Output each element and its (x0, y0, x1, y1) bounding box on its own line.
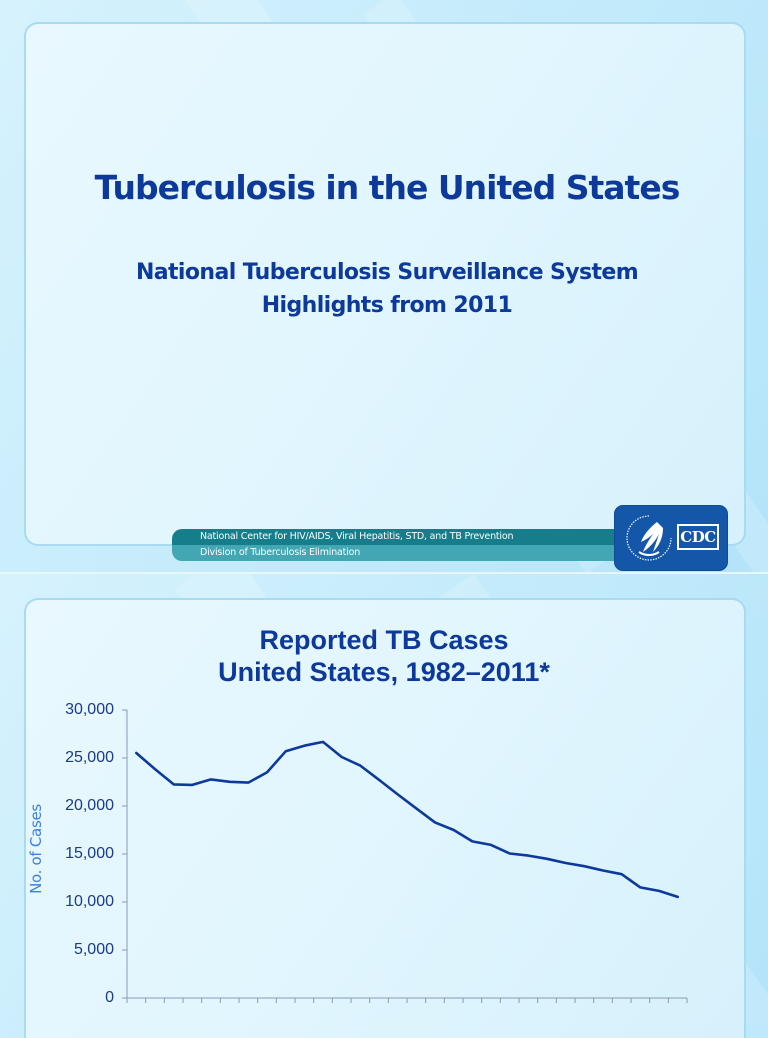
chart-panel (24, 598, 746, 1038)
title-panel: Tuberculosis in the United States Nation… (24, 22, 746, 546)
cdc-wordmark: CDC (677, 524, 719, 550)
y-tick-label: 30,000 (65, 701, 114, 718)
organization-banner: National Center for HIV/AIDS, Viral Hepa… (172, 529, 620, 561)
hhs-eagle-seal-icon (626, 515, 672, 561)
chart-title-line-1: Reported TB Cases (259, 625, 509, 655)
y-tick-label: 5,000 (73, 941, 114, 958)
y-tick-label: 10,000 (65, 893, 114, 910)
subtitle-line-1: National Tuberculosis Surveillance Syste… (135, 260, 639, 285)
y-tick-label: 25,000 (65, 749, 114, 766)
cases-trend-line (135, 740, 680, 899)
cdc-logo: CDC (614, 505, 728, 571)
presentation-title: Tuberculosis in the United States (94, 168, 681, 207)
y-tick-label: 15,000 (65, 845, 114, 862)
y-tick-label: 20,000 (65, 797, 114, 814)
chart-axes (122, 709, 688, 1003)
banner-division-name: Division of Tuberculosis Elimination (172, 545, 620, 561)
chart-title-line-2: United States, 1982–2011* (218, 657, 550, 687)
chart-title: Reported TB Cases United States, 1982–20… (0, 624, 768, 688)
presentation-subtitle: National Tuberculosis Surveillance Syste… (26, 256, 744, 322)
y-tick-label: 0 (105, 989, 114, 1006)
slide-divider (0, 572, 768, 574)
subtitle-line-2: Highlights from 2011 (261, 293, 513, 318)
banner-center-name: National Center for HIV/AIDS, Viral Hepa… (172, 529, 620, 545)
